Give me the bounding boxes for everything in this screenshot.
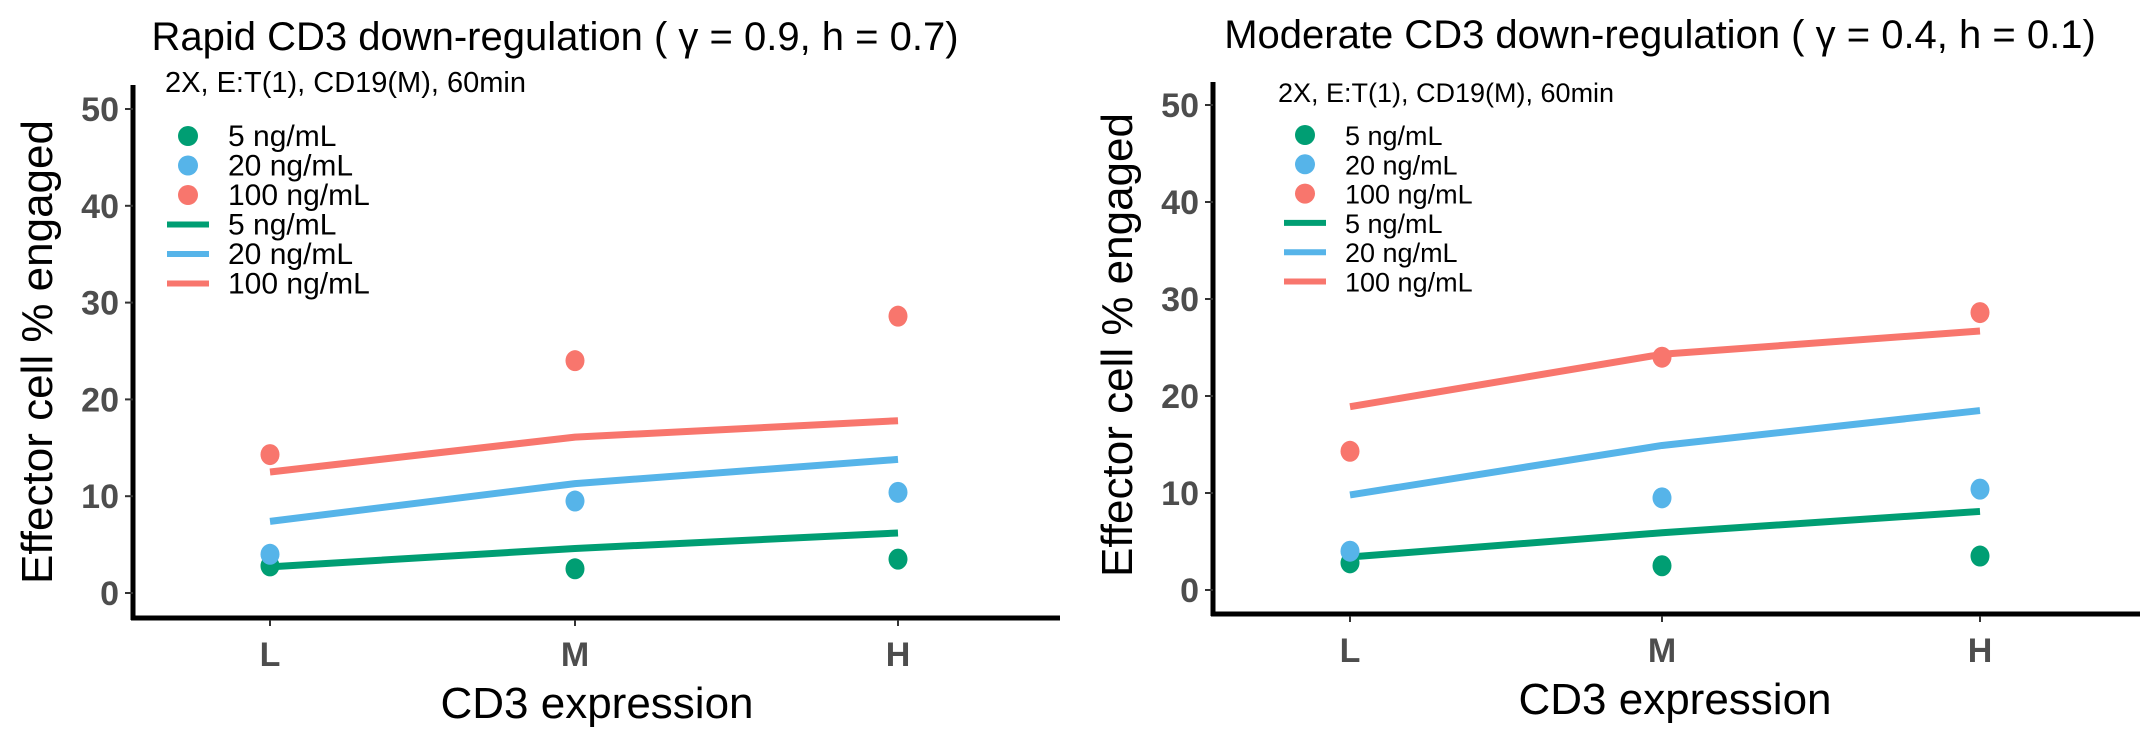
data-point-20-ng-ml (888, 481, 908, 503)
legend-point-key (178, 155, 198, 176)
y-axis-title: Effector cell % engaged (1093, 113, 1142, 577)
legend-label: 5 ng/mL (228, 209, 336, 242)
legend-label: 20 ng/mL (228, 150, 353, 183)
data-point-100-ng-ml (1652, 346, 1672, 368)
model-line-5-ng-ml (1349, 507, 1981, 561)
model-line-100-ng-ml (1349, 327, 1981, 411)
y-tick-label: 50 (81, 91, 119, 129)
y-tick-label: 50 (1161, 87, 1199, 125)
data-point-100-ng-ml (888, 305, 908, 327)
model-line-20-ng-ml (1349, 407, 1981, 499)
panel-moderate-downregulation: Moderate CD3 down-regulation ( γ = 0.4, … (1093, 13, 2140, 724)
y-tick-label: 40 (81, 188, 119, 226)
legend-point-key (1295, 183, 1315, 204)
legend-label: 5 ng/mL (228, 120, 336, 153)
data-point-20-ng-ml (1970, 478, 1990, 500)
data-point-5-ng-ml (1970, 545, 1990, 567)
panel-rapid-downregulation: Rapid CD3 down-regulation ( γ = 0.9, h =… (13, 15, 1060, 728)
model-line-5-ng-ml (269, 529, 899, 571)
series-points (260, 305, 908, 580)
x-tick-label: L (260, 636, 281, 674)
y-tick-label: 10 (1161, 475, 1199, 513)
panel-subtitle: 2X, E:T(1), CD19(M), 60min (165, 67, 526, 99)
data-point-100-ng-ml (1970, 302, 1990, 324)
data-point-100-ng-ml (260, 444, 280, 466)
data-point-20-ng-ml (260, 543, 280, 565)
legend-label: 20 ng/mL (1345, 150, 1458, 180)
legend-point-key (178, 185, 198, 205)
y-tick-label: 10 (81, 478, 119, 516)
panel-subtitle: 2X, E:T(1), CD19(M), 60min (1278, 78, 1614, 108)
panel-title: Rapid CD3 down-regulation ( γ = 0.9, h =… (151, 15, 958, 59)
x-tick-label: L (1340, 632, 1361, 670)
model-line-100-ng-ml (269, 417, 899, 476)
legend-point-key (178, 126, 198, 146)
legend-label: 100 ng/mL (1345, 268, 1473, 298)
y-axis-title: Effector cell % engaged (13, 120, 62, 584)
y-tick-label: 30 (1161, 281, 1199, 319)
x-axis-title: CD3 expression (440, 679, 753, 728)
panel-title: Moderate CD3 down-regulation ( γ = 0.4, … (1224, 13, 2096, 57)
legend-label: 5 ng/mL (1345, 209, 1443, 239)
legend-label: 5 ng/mL (1345, 121, 1443, 151)
data-point-100-ng-ml (565, 350, 585, 372)
legend-label: 100 ng/mL (1345, 180, 1473, 210)
data-point-5-ng-ml (1652, 555, 1672, 577)
y-tick-label: 30 (81, 285, 119, 323)
legend-point-key (1295, 125, 1315, 145)
y-tick-label: 0 (1180, 572, 1199, 610)
legend-label: 20 ng/mL (228, 238, 353, 271)
legend-label: 100 ng/mL (228, 179, 370, 212)
x-axis-title: CD3 expression (1518, 675, 1831, 724)
model-line-20-ng-ml (269, 455, 899, 525)
data-point-20-ng-ml (565, 490, 585, 512)
legend-label: 100 ng/mL (228, 268, 370, 301)
y-tick-label: 40 (1161, 184, 1199, 222)
x-tick-label: H (1968, 632, 1993, 670)
y-tick-label: 20 (1161, 378, 1199, 416)
y-ticks: 0 10 20 30 40 50 (1161, 87, 1213, 610)
series-points (1340, 302, 1990, 577)
legend-point-key (1295, 154, 1315, 175)
data-point-20-ng-ml (1652, 487, 1672, 509)
series-lines (269, 417, 899, 571)
legend-label: 20 ng/mL (1345, 238, 1458, 268)
x-tick-label: H (886, 636, 911, 674)
data-point-5-ng-ml (888, 548, 908, 570)
y-tick-label: 0 (100, 575, 119, 613)
x-tick-label: M (1648, 632, 1676, 670)
x-tick-label: M (561, 636, 589, 674)
data-point-5-ng-ml (565, 558, 585, 580)
y-tick-label: 20 (81, 381, 119, 419)
data-point-100-ng-ml (1340, 440, 1360, 462)
y-ticks: 0 10 20 30 40 50 (81, 91, 133, 613)
data-point-20-ng-ml (1340, 540, 1360, 562)
